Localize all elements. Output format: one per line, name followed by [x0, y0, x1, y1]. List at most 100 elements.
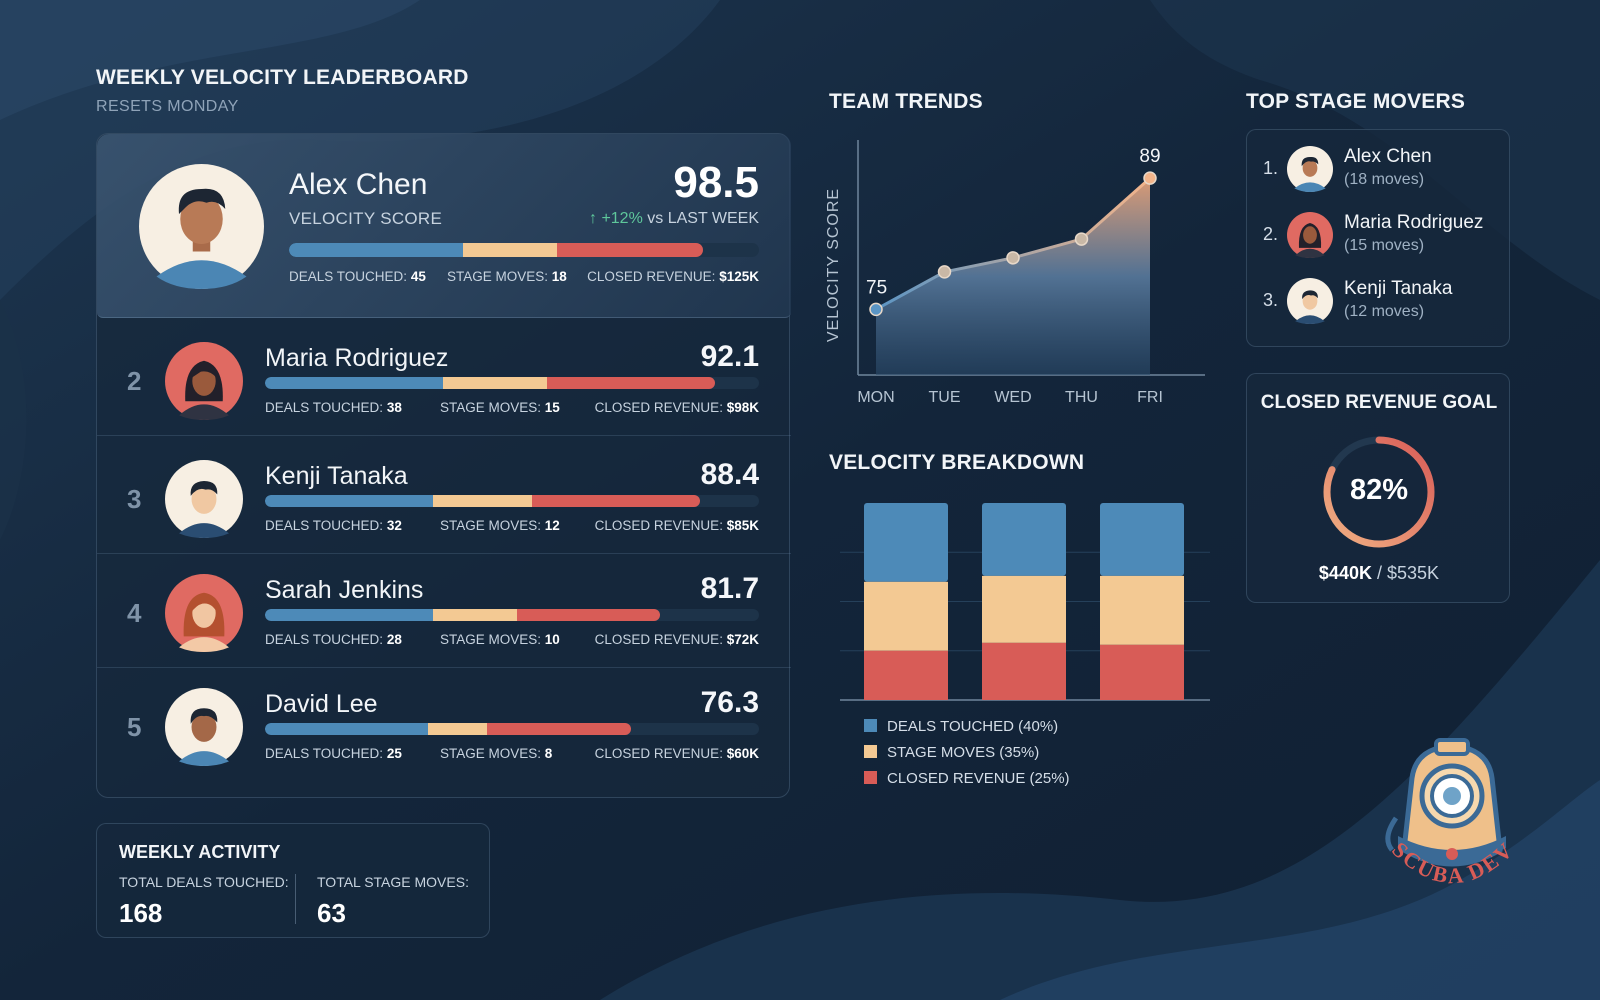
avatar	[139, 164, 264, 289]
goal-separator: /	[1376, 563, 1382, 583]
goal-progress-ring	[1323, 436, 1435, 548]
velocity-bar	[265, 495, 759, 507]
velocity-breakdown-title: VELOCITY BREAKDOWN	[829, 451, 1085, 474]
mover-rank: 3.	[1263, 290, 1279, 310]
mover-name: Kenji Tanaka	[1344, 278, 1453, 299]
velocity-breakdown-chart	[840, 503, 1210, 701]
bar-segment	[982, 503, 1066, 576]
mover-item[interactable]: 1. Alex Chen (18 moves)	[1247, 138, 1511, 204]
change-text: vs LAST WEEK	[647, 210, 759, 227]
rep-score: 76.3	[700, 686, 759, 719]
trend-area	[876, 178, 1150, 375]
rank-number: 4	[127, 598, 142, 628]
leader-card[interactable]: Alex Chen VELOCITY SCORE 98.5 ↑ +12% vs …	[97, 134, 791, 318]
total-moves-value: 63	[317, 898, 346, 928]
legend-swatch	[864, 771, 877, 784]
bar-segment	[982, 575, 1066, 643]
deals-stat: DEALS TOUCHED: 32	[265, 518, 402, 533]
data-label: 75	[866, 277, 887, 298]
deals-stat: DEALS TOUCHED: 28	[265, 632, 402, 647]
deals-stat: DEALS TOUCHED: 45	[289, 269, 426, 284]
revenue-stat: CLOSED REVENUE: $72K	[594, 632, 759, 647]
rep-name: Sarah Jenkins	[265, 576, 424, 604]
revenue-stat: CLOSED REVENUE: $98K	[594, 400, 759, 415]
weekly-activity-card: WEEKLY ACTIVITY TOTAL DEALS TOUCHED: 168…	[96, 823, 490, 938]
bar-segment	[982, 642, 1066, 700]
avatar	[1287, 212, 1333, 258]
x-tick-label: THU	[1065, 389, 1098, 406]
top-stage-movers-card: 1. Alex Chen (18 moves) 2. Maria Rodrigu…	[1246, 129, 1510, 347]
bar-segment	[864, 581, 948, 651]
mover-name: Alex Chen	[1344, 146, 1432, 167]
leaderboard-row[interactable]: 3 Kenji Tanaka 88.4 DEALS TOUCHED: 32 ST…	[97, 440, 791, 554]
rank-number: 3	[127, 484, 142, 514]
goal-target: $535K	[1387, 563, 1440, 583]
rep-stats: DEALS TOUCHED: 38 STAGE MOVES: 15 CLOSED…	[265, 400, 759, 418]
rep-stats: DEALS TOUCHED: 25 STAGE MOVES: 8 CLOSED …	[265, 746, 759, 764]
leaderboard-title: WEEKLY VELOCITY LEADERBOARD	[96, 66, 469, 89]
revenue-stat: CLOSED REVENUE: $85K	[594, 518, 759, 533]
x-tick-label: TUE	[929, 389, 961, 406]
deals-stat: DEALS TOUCHED: 25	[265, 746, 402, 761]
leaderboard-subtitle: RESETS MONDAY	[96, 98, 239, 115]
revenue-goal-card: CLOSED REVENUE GOAL 82% $440K / $535K	[1246, 373, 1510, 603]
total-moves-label: TOTAL STAGE MOVES:	[317, 874, 469, 890]
trend-point	[1006, 251, 1020, 265]
revenue-segment	[531, 495, 700, 507]
rep-score: 92.1	[700, 340, 759, 373]
scuba-dev-logo: SCUBA DEV	[1385, 738, 1517, 888]
moves-segment	[428, 723, 488, 735]
mover-item[interactable]: 2. Maria Rodriguez (15 moves)	[1247, 204, 1511, 270]
x-tick-label: FRI	[1137, 389, 1163, 406]
leaderboard-row[interactable]: 5 David Lee 76.3 DEALS TOUCHED: 25 STAGE…	[97, 668, 791, 782]
revenue-goal-title: CLOSED REVENUE GOAL	[1260, 392, 1498, 413]
velocity-score-label: VELOCITY SCORE	[289, 209, 443, 228]
leaderboard-row[interactable]: 4 Sarah Jenkins 81.7 DEALS TOUCHED: 28 S…	[97, 554, 791, 668]
leaderboard-row[interactable]: 2 Maria Rodriguez 92.1 DEALS TOUCHED: 38…	[97, 322, 791, 436]
avatar	[165, 574, 243, 652]
rep-stats: DEALS TOUCHED: 32 STAGE MOVES: 12 CLOSED…	[265, 518, 759, 536]
avatar	[165, 688, 243, 766]
legend-item: CLOSED REVENUE (25%)	[864, 770, 1070, 787]
moves-stat: STAGE MOVES: 12	[440, 518, 560, 533]
moves-segment	[432, 495, 532, 507]
bar-segment	[1100, 575, 1184, 645]
revenue-segment	[546, 377, 715, 389]
bar-segment	[864, 503, 948, 582]
bar-segment	[1100, 503, 1184, 576]
deals-segment	[265, 723, 429, 735]
velocity-bar	[265, 377, 759, 389]
goal-amount: $440K / $535K	[1247, 563, 1511, 584]
rank-number: 2	[127, 366, 142, 396]
leader-name: Alex Chen	[289, 168, 428, 201]
mover-name: Maria Rodriguez	[1344, 212, 1484, 233]
x-tick-label: MON	[857, 389, 894, 406]
avatar	[1287, 278, 1333, 324]
moves-stat: STAGE MOVES: 18	[447, 269, 567, 284]
leader-score: 98.5	[673, 158, 759, 207]
trend-point	[1074, 232, 1089, 246]
team-trends-chart: 75 MON TUE WED THU 89 FRI VELOCITY SCORE	[825, 140, 1205, 406]
velocity-bar	[265, 723, 759, 735]
mover-rank: 1.	[1263, 158, 1279, 178]
rep-stats: DEALS TOUCHED: 28 STAGE MOVES: 10 CLOSED…	[265, 632, 759, 650]
avatar	[165, 342, 243, 420]
goal-current: $440K	[1318, 563, 1372, 583]
revenue-segment	[487, 723, 631, 735]
mover-item[interactable]: 3. Kenji Tanaka (12 moves)	[1247, 270, 1511, 336]
legend-swatch	[864, 719, 877, 732]
revenue-stat: CLOSED REVENUE: $60K	[594, 746, 759, 761]
leaderboard-card: Alex Chen VELOCITY SCORE 98.5 ↑ +12% vs …	[96, 133, 791, 798]
trend-point	[869, 302, 883, 317]
avatar	[165, 460, 243, 538]
bar-segment	[864, 650, 948, 700]
legend-swatch	[864, 745, 877, 758]
deals-segment	[289, 243, 463, 257]
moves-stat: STAGE MOVES: 15	[440, 400, 560, 415]
score-change: ↑ +12% vs LAST WEEK	[589, 210, 759, 228]
mover-moves: (15 moves)	[1344, 237, 1425, 254]
team-trends-title: TEAM TRENDS	[829, 90, 983, 113]
moves-stat: STAGE MOVES: 10	[440, 632, 560, 647]
data-label: 89	[1139, 146, 1160, 167]
